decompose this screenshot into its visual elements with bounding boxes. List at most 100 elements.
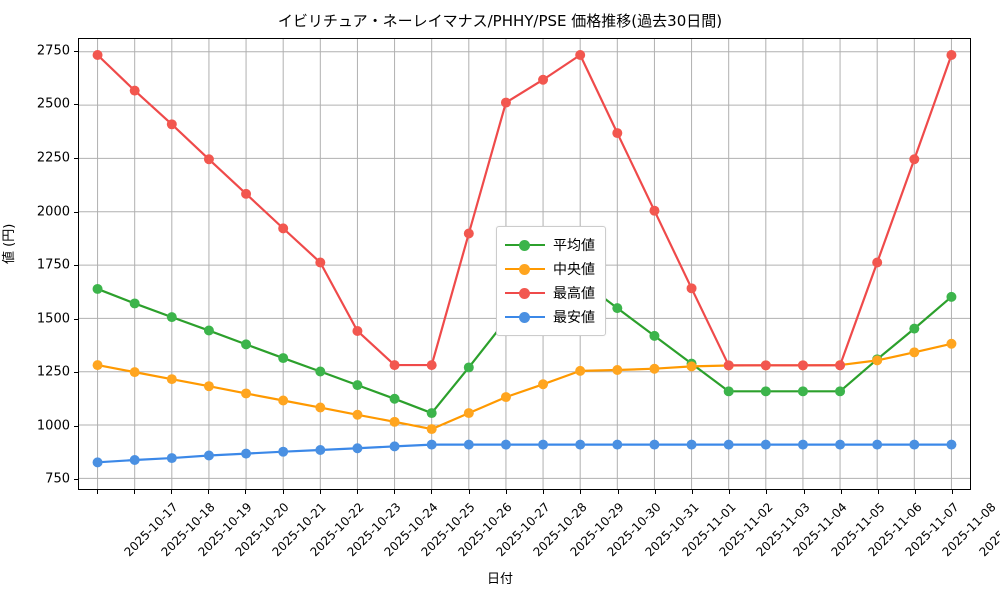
chart-legend: 平均値中央値最高値最安値 [496, 226, 606, 336]
data-point-marker [203, 325, 214, 336]
data-point-marker [463, 228, 474, 239]
data-point-marker [463, 439, 474, 450]
data-point-marker [723, 360, 734, 371]
y-tick-label: 2750 [36, 43, 70, 59]
data-point-marker [797, 360, 808, 371]
data-point-marker [92, 50, 103, 60]
data-point-marker [278, 223, 289, 234]
legend-label: 中央値 [553, 262, 595, 278]
data-point-marker [575, 365, 586, 376]
data-point-marker [946, 439, 957, 450]
data-point-marker [909, 154, 920, 165]
legend-label: 最高値 [553, 286, 595, 302]
x-axis-label: 日付 [486, 572, 513, 587]
data-point-marker [760, 386, 771, 397]
data-point-marker [352, 380, 363, 391]
data-point-marker [389, 360, 400, 371]
data-point-marker [352, 325, 363, 336]
data-point-marker [723, 386, 734, 397]
x-tick-mark [133, 490, 135, 494]
data-point-marker [426, 439, 437, 450]
data-point-marker [500, 392, 511, 403]
x-tick-mark [245, 490, 247, 494]
y-tick-mark [74, 104, 78, 106]
legend-marker-icon [505, 286, 545, 300]
data-point-marker [909, 323, 920, 334]
legend-item[interactable]: 最安値 [505, 305, 595, 329]
data-point-marker [278, 446, 289, 457]
data-point-marker [835, 360, 846, 371]
data-point-marker [797, 439, 808, 450]
data-point-marker [352, 409, 363, 420]
data-point-marker [797, 386, 808, 397]
data-point-marker [352, 443, 363, 454]
data-point-marker [909, 439, 920, 450]
data-point-marker [686, 283, 697, 294]
chart-title: イビリチュア・ネーレイマナス/PHHY/PSE 価格推移(過去30日間) [277, 12, 723, 30]
x-tick-mark [431, 490, 433, 494]
data-point-marker [129, 455, 140, 465]
data-point-marker [872, 439, 883, 450]
data-point-marker [129, 298, 140, 309]
data-point-marker [92, 457, 103, 468]
data-point-marker [575, 439, 586, 450]
series-line [96, 342, 953, 431]
data-point-marker [649, 363, 660, 374]
data-point-marker [612, 439, 623, 450]
y-tick-label: 1750 [36, 257, 70, 273]
data-point-marker [835, 386, 846, 397]
data-point-marker [612, 303, 623, 314]
data-point-marker [166, 374, 177, 385]
y-tick-mark [74, 318, 78, 320]
x-tick-mark [505, 490, 507, 494]
x-tick-mark [952, 490, 954, 494]
data-point-marker [723, 439, 734, 450]
legend-item[interactable]: 平均値 [505, 233, 595, 257]
x-tick-mark [282, 490, 284, 494]
y-tick-label: 2250 [36, 150, 70, 166]
legend-marker-icon [505, 262, 545, 276]
x-tick-mark [543, 490, 545, 494]
data-point-marker [389, 416, 400, 427]
y-tick-mark [74, 157, 78, 159]
legend-item[interactable]: 最高値 [505, 281, 595, 305]
data-point-marker [241, 448, 252, 459]
y-tick-mark [74, 372, 78, 374]
data-point-marker [835, 439, 846, 450]
data-point-marker [278, 395, 289, 406]
x-tick-mark [840, 490, 842, 494]
data-point-marker [760, 360, 771, 371]
data-point-marker [129, 85, 140, 96]
data-point-marker [166, 453, 177, 464]
data-point-marker [463, 408, 474, 419]
data-point-marker [315, 444, 326, 455]
data-point-marker [500, 97, 511, 108]
series-line [96, 53, 953, 367]
data-point-marker [389, 393, 400, 404]
x-tick-mark [654, 490, 656, 494]
data-point-marker [872, 257, 883, 268]
data-point-marker [203, 450, 214, 461]
x-tick-mark [468, 490, 470, 494]
data-point-marker [686, 439, 697, 450]
data-point-marker [612, 128, 623, 139]
y-tick-mark [74, 211, 78, 213]
y-tick-mark [74, 479, 78, 481]
data-point-marker [426, 360, 437, 371]
grid-lines [79, 39, 970, 489]
x-tick-mark [877, 490, 879, 494]
data-point-marker [909, 347, 920, 358]
data-point-marker [203, 154, 214, 165]
data-point-marker [538, 379, 549, 390]
x-tick-mark [171, 490, 173, 494]
x-tick-mark [96, 490, 98, 494]
y-tick-label: 1500 [36, 311, 70, 327]
y-tick-label: 750 [45, 471, 70, 487]
data-point-marker [241, 188, 252, 199]
data-point-marker [92, 283, 103, 294]
x-tick-mark [803, 490, 805, 494]
legend-item[interactable]: 中央値 [505, 257, 595, 281]
data-point-marker [92, 360, 103, 371]
data-point-marker [278, 353, 289, 364]
